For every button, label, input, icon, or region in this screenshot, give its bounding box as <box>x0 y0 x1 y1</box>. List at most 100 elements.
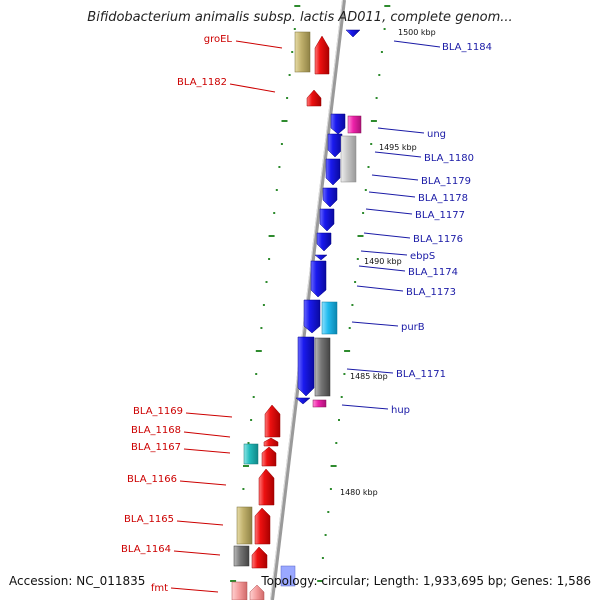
gene-arrow <box>310 260 327 298</box>
ruler-dot <box>370 143 373 145</box>
gene-label[interactable]: ebpS <box>410 251 435 262</box>
gene-label[interactable]: ung <box>427 129 446 140</box>
gene-box <box>231 581 248 600</box>
gene-arrow <box>327 133 343 158</box>
ruler-dot <box>252 396 255 398</box>
gene-arrow <box>322 187 338 208</box>
ruler-dot <box>378 74 381 76</box>
ruler-dot <box>357 235 364 237</box>
ruler-dot <box>344 350 351 352</box>
tick-label: 1485 kbp <box>350 372 388 381</box>
gene-label[interactable]: BLA_1174 <box>408 267 458 278</box>
gene-arrow <box>314 254 328 261</box>
gene-arrow <box>249 584 265 600</box>
ruler-dot <box>230 580 237 582</box>
gene-arrow <box>330 113 346 135</box>
ruler-dot <box>255 350 262 352</box>
scale-ticks: 1500 kbp 1495 kbp 1490 kbp 1485 kbp 1480… <box>340 28 436 497</box>
right-gene-labels: BLA_1184 ung BLA_1180 BLA_1179 BLA_1178 … <box>341 40 492 416</box>
ruler-dot <box>242 488 245 490</box>
ruler-dot <box>294 5 301 7</box>
gene-arrow <box>261 446 277 467</box>
gene-label[interactable]: BLA_1182 <box>177 77 227 88</box>
genes-forward <box>231 31 330 600</box>
ruler-dot <box>335 442 338 444</box>
left-gene-labels: groEL BLA_1182 BLA_1169 BLA_1168 BLA_116… <box>121 34 283 594</box>
gene-arrow <box>303 299 321 334</box>
ruler-dot <box>280 143 283 145</box>
ruler-dot <box>370 120 377 122</box>
gene-arrow <box>319 208 335 232</box>
ruler-dot <box>321 557 324 559</box>
gene-box <box>340 135 357 183</box>
gene-arrow <box>264 404 281 438</box>
gene-box <box>312 399 327 408</box>
gene-label[interactable]: BLA_1166 <box>127 474 177 485</box>
gene-label[interactable]: BLA_1167 <box>131 442 181 453</box>
ruler-dot <box>278 166 281 168</box>
gene-label[interactable]: BLA_1169 <box>133 406 183 417</box>
ruler-dot <box>275 189 278 191</box>
gene-label[interactable]: BLA_1173 <box>406 287 456 298</box>
gene-label[interactable]: BLA_1176 <box>413 234 463 245</box>
ruler-dot <box>351 304 354 306</box>
gene-arrow <box>263 437 279 447</box>
gene-box <box>314 337 331 397</box>
page-title: Bifidobacterium animalis subsp. lactis A… <box>87 10 512 25</box>
ruler-dot <box>362 212 365 214</box>
ruler-dot <box>380 51 383 53</box>
ruler-dot <box>273 212 276 214</box>
gene-label[interactable]: fmt <box>151 583 168 594</box>
ruler-dot <box>255 373 258 375</box>
ruler-dot <box>340 396 343 398</box>
gene-label[interactable]: BLA_1184 <box>442 42 492 53</box>
ruler-dot <box>329 488 332 490</box>
ruler-dot <box>367 166 370 168</box>
ruler-dot <box>317 580 324 582</box>
ruler-dot <box>383 28 386 30</box>
tick-label: 1500 kbp <box>398 28 436 37</box>
ruler-dot <box>262 304 265 306</box>
ruler-dot <box>243 465 249 467</box>
gene-label[interactable]: BLA_1178 <box>418 193 468 204</box>
accession-text: Accession: NC_011835 <box>9 574 145 588</box>
genome-summary-text: Topology: circular; Length: 1,933,695 bp… <box>260 574 591 588</box>
ruler-dot <box>281 120 288 122</box>
ruler-dot <box>293 28 296 30</box>
ruler-dot <box>348 327 351 329</box>
gene-label[interactable]: BLA_1171 <box>396 369 446 380</box>
ruler-dot <box>286 97 289 99</box>
gene-label[interactable]: BLA_1165 <box>124 514 174 525</box>
gene-box <box>321 301 338 335</box>
gene-arrow <box>297 336 315 397</box>
gene-arrow <box>306 89 322 107</box>
gene-arrow <box>258 468 275 506</box>
gene-label[interactable]: BLA_1179 <box>421 176 471 187</box>
tick-label: 1495 kbp <box>379 143 417 152</box>
ruler-dot <box>324 534 327 536</box>
gene-label[interactable]: groEL <box>204 34 233 45</box>
gene-label[interactable]: BLA_1180 <box>424 153 474 164</box>
ruler-dot <box>375 97 378 99</box>
ruler-dot <box>265 281 268 283</box>
ruler-dot <box>247 442 250 444</box>
ruler-dot <box>268 235 275 237</box>
gene-label[interactable]: BLA_1164 <box>121 544 171 555</box>
gene-label[interactable]: purB <box>401 322 425 333</box>
gene-box <box>280 565 296 587</box>
ruler-dot <box>338 419 340 421</box>
gene-arrow <box>316 232 332 252</box>
ruler-dot <box>364 189 367 191</box>
ruler-dot <box>327 511 330 513</box>
gene-arrow <box>345 29 361 38</box>
gene-label[interactable]: hup <box>391 405 410 416</box>
gene-label[interactable]: BLA_1168 <box>131 425 181 436</box>
genes-reverse <box>280 29 362 587</box>
ruler-dot <box>268 258 271 260</box>
ruler-dot <box>288 74 291 76</box>
gene-label[interactable]: BLA_1177 <box>415 210 465 221</box>
ruler-dot <box>260 327 263 329</box>
ruler-dot <box>250 419 253 421</box>
ruler-dot <box>291 51 294 53</box>
